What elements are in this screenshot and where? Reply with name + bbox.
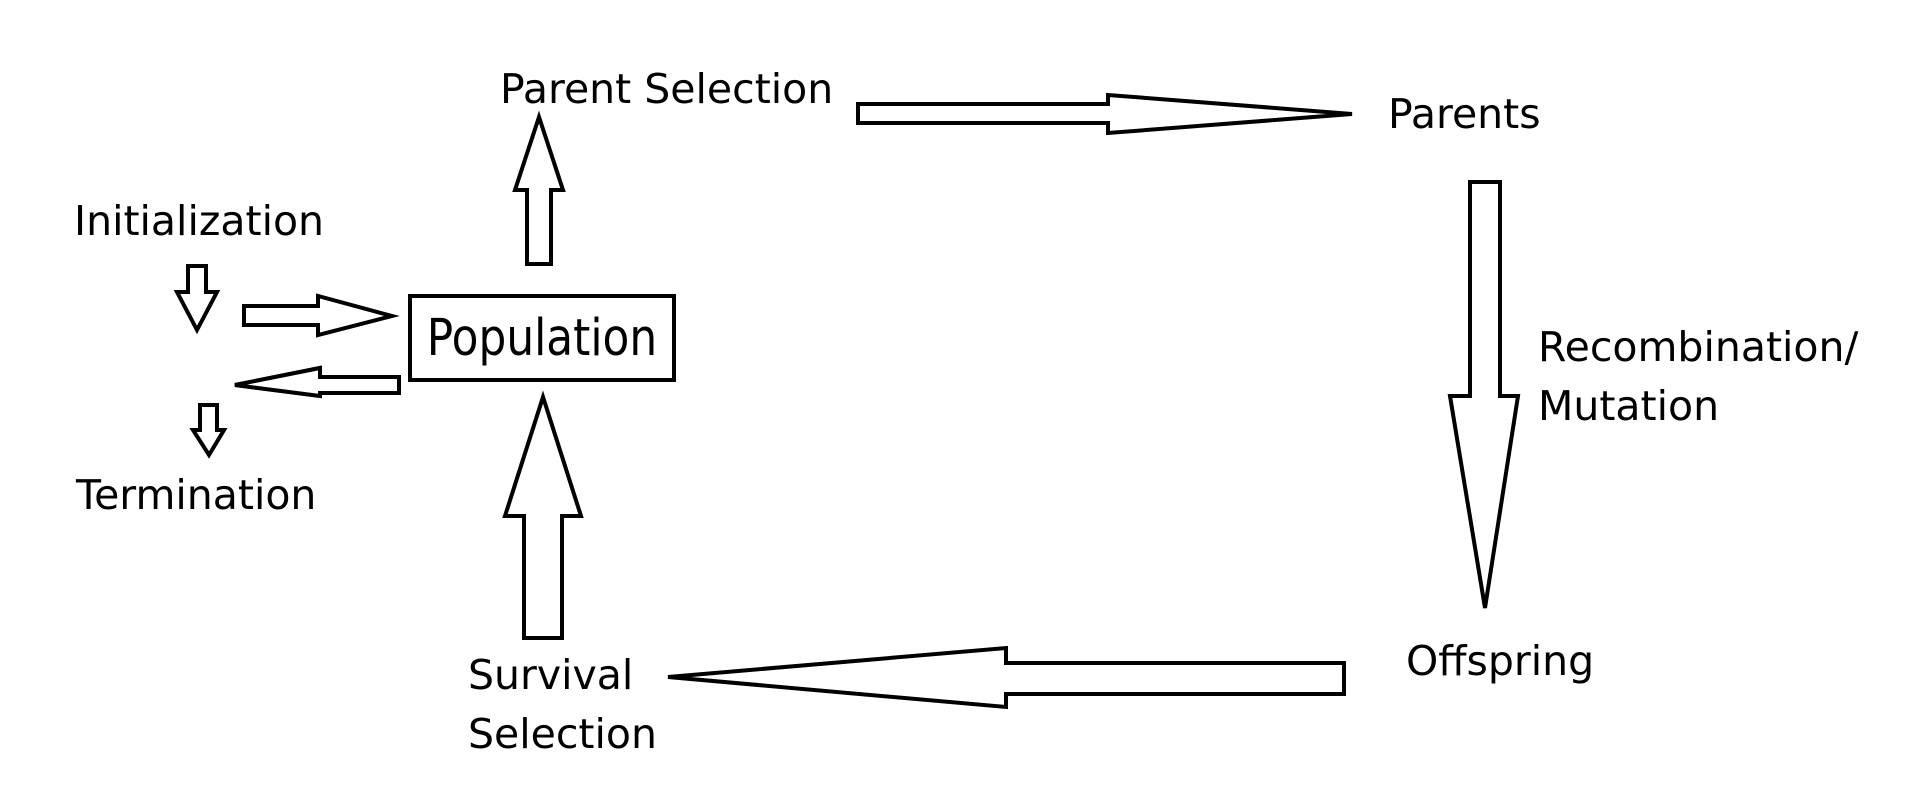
survival-label-line1: Survival [468,651,634,699]
arrow-survival-selection-to-population [502,390,584,640]
offspring-label: Offspring [1406,637,1595,685]
arrow-parent-selection-to-parents [856,92,1353,136]
arrow-parents-to-offspring [1447,180,1521,609]
initialization-label: Initialization [74,197,325,245]
recombination-mutation-label: Recombination/ Mutation [1538,318,1858,437]
arrow-population-to-termination-body [234,365,401,399]
initialization-down-arrow [173,264,221,335]
survival-label-line2: Selection [468,710,657,759]
survival-selection-label: Survival Selection [468,646,657,765]
arrow-offspring-to-survival-selection [667,645,1346,710]
recombination-label-line2: Mutation [1538,382,1720,431]
recombination-label-line1: Recombination/ [1538,323,1859,371]
arrow-initialization-to-population [242,293,400,338]
population-box: Population [408,294,676,382]
termination-label: Termination [76,471,317,519]
arrow-population-to-parent-selection [512,110,566,266]
parent-selection-label: Parent Selection [500,65,834,113]
parents-label: Parents [1388,90,1541,138]
termination-down-arrow [189,403,228,459]
population-label: Population [426,308,658,368]
